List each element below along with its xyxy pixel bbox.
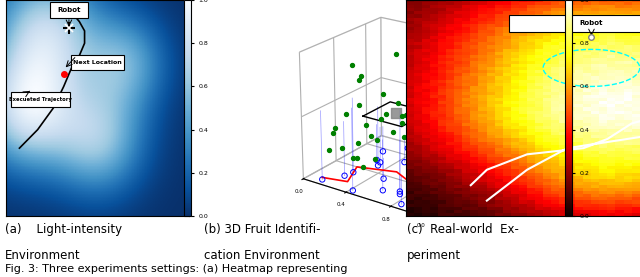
Text: cation Environment: cation Environment — [204, 249, 319, 262]
Text: (b) 3D Fruit Identifi-: (b) 3D Fruit Identifi- — [204, 223, 320, 236]
Text: Fig. 3: Three experiments settings: (a) Heatmap representing: Fig. 3: Three experiments settings: (a) … — [5, 264, 348, 274]
Text: (c)  Real-world  Ex-: (c) Real-world Ex- — [407, 223, 519, 236]
Text: periment: periment — [407, 249, 461, 262]
Text: Robot: Robot — [580, 20, 604, 26]
FancyBboxPatch shape — [71, 55, 124, 70]
Text: (a)    Light-intensity: (a) Light-intensity — [5, 223, 122, 236]
Text: Environment: Environment — [5, 249, 81, 262]
Text: Execueted Trajectory: Execueted Trajectory — [9, 97, 72, 102]
FancyBboxPatch shape — [50, 2, 88, 18]
FancyBboxPatch shape — [11, 92, 70, 107]
Text: Robot: Robot — [57, 7, 81, 13]
Text: Next Location: Next Location — [73, 60, 122, 65]
FancyBboxPatch shape — [509, 14, 640, 32]
